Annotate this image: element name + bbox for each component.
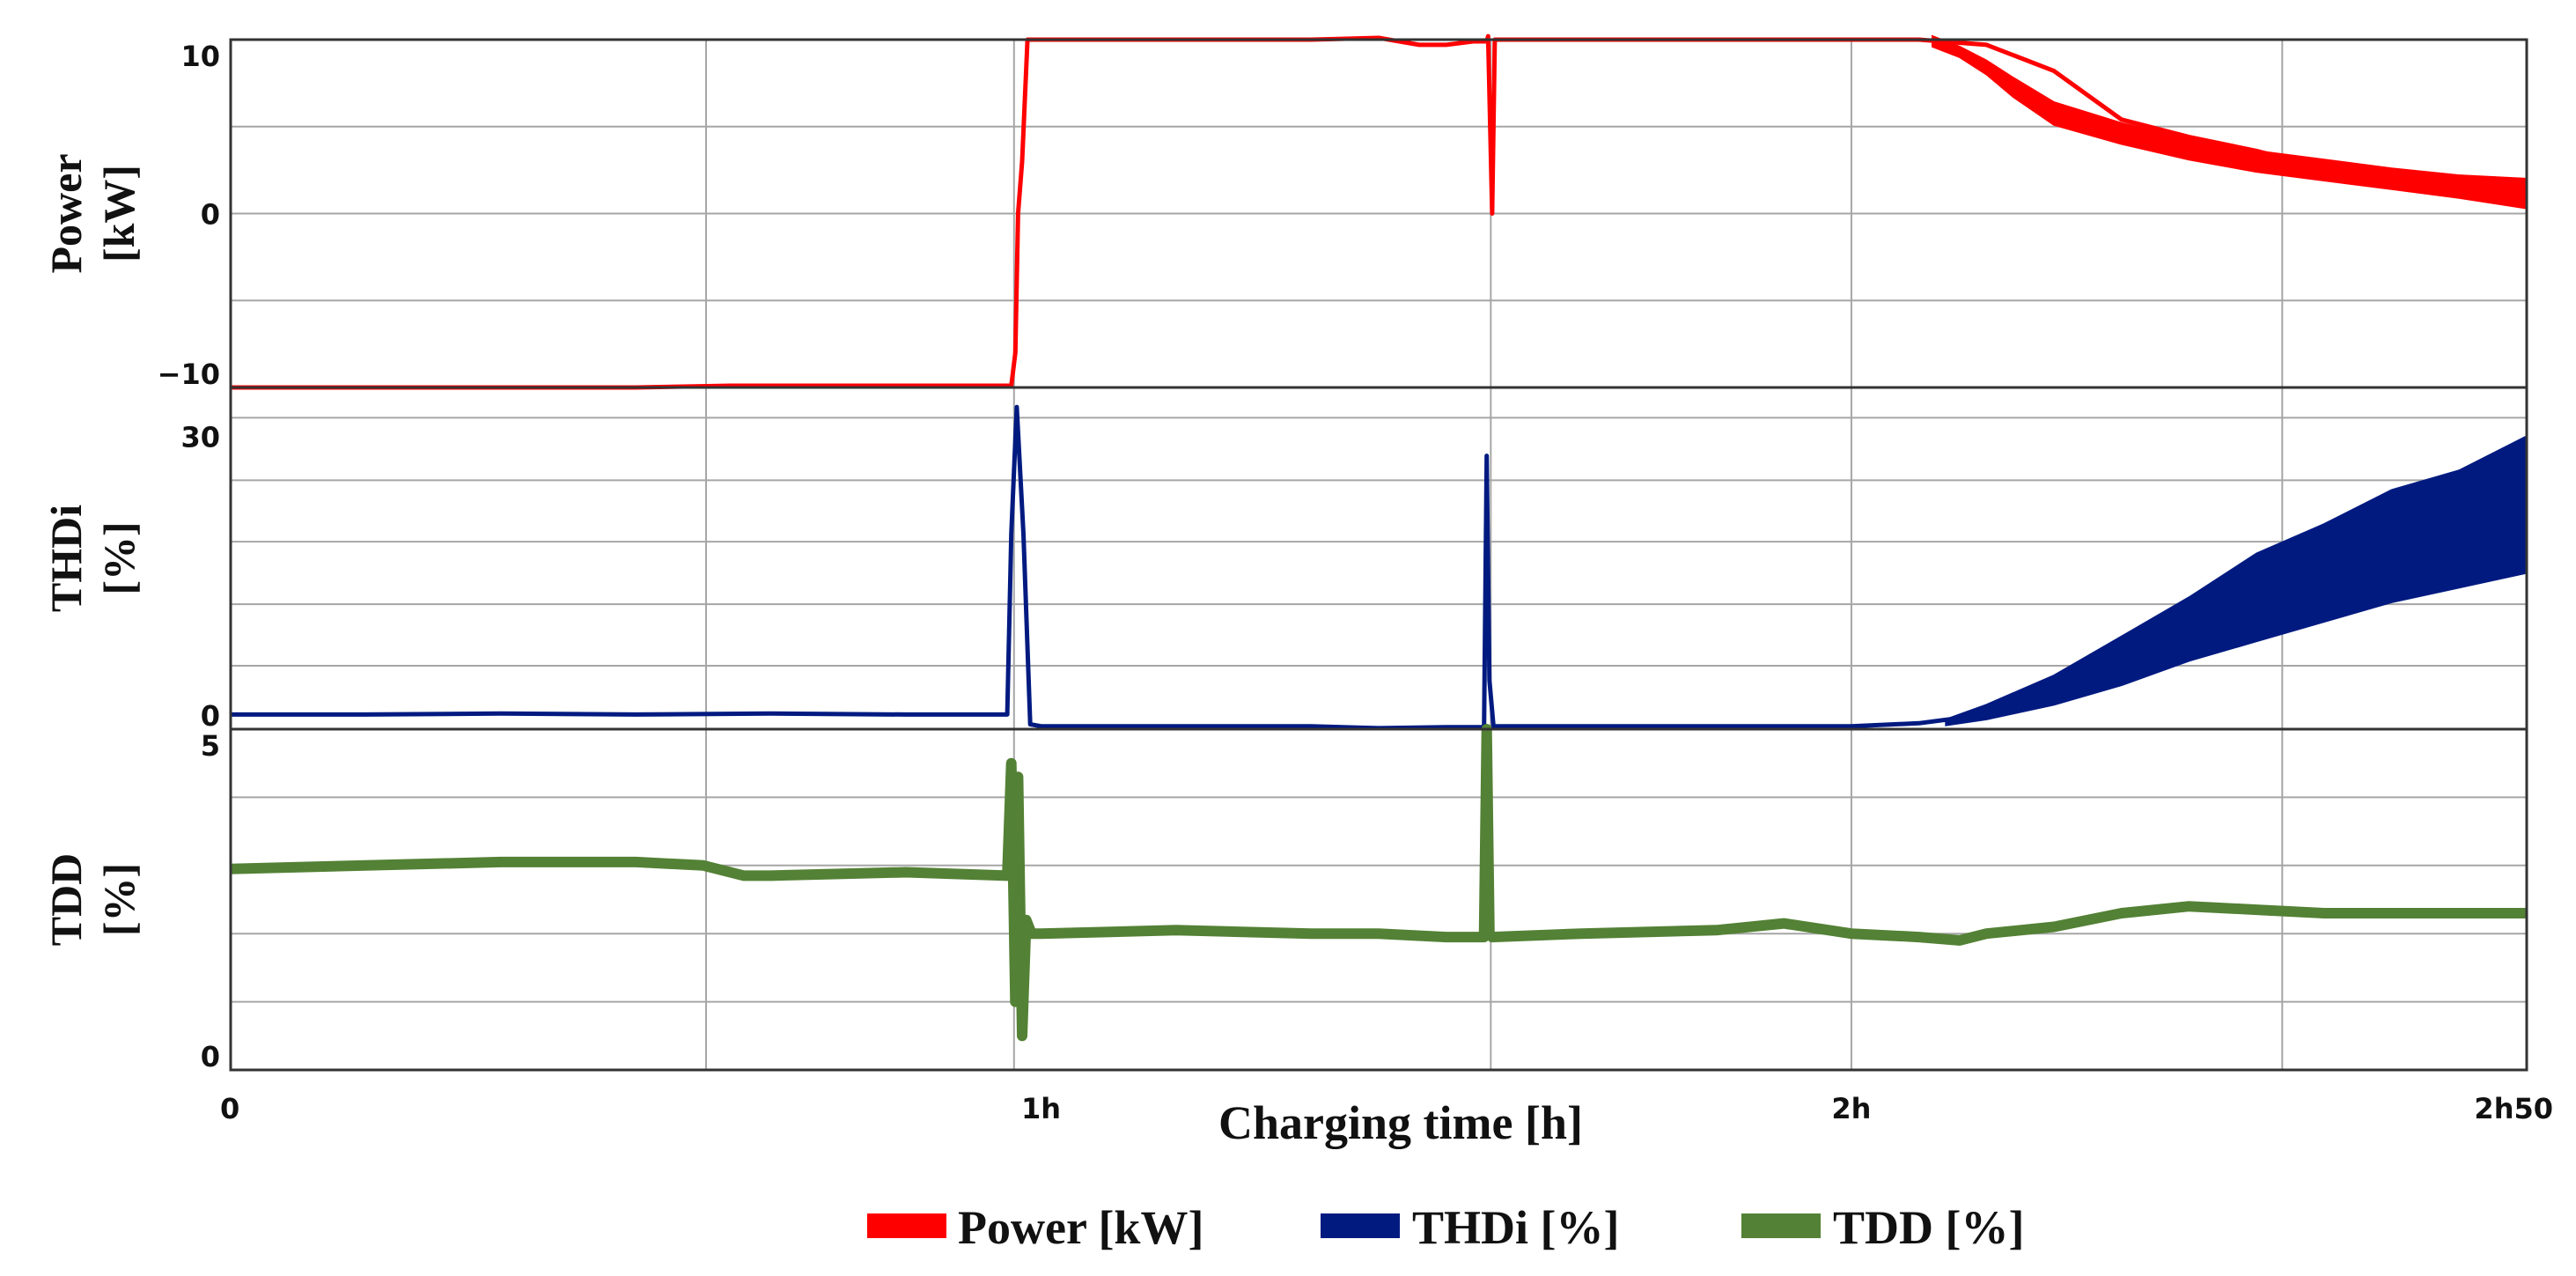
- legend-swatch-power: [867, 1213, 946, 1238]
- thdi-y-axis-label: THDi [%]: [41, 505, 144, 612]
- x-axis-label: Charging time [h]: [1218, 1096, 1583, 1149]
- tdd-y-tick-label-0: 5: [201, 729, 220, 763]
- power-series-line: [231, 33, 2528, 390]
- legend-label-thdi: THDi [%]: [1412, 1201, 1620, 1254]
- power-y-axis-label-line-1: [kW]: [94, 165, 144, 262]
- x-tick-label-1: 1h: [1021, 1092, 1061, 1125]
- power-y-axis-label-line-0: Power: [41, 153, 91, 273]
- power-y-tick-label-1: 0: [201, 198, 220, 232]
- tdd-series-line: [230, 724, 2527, 1042]
- x-tick-label-2: 2h: [1831, 1092, 1871, 1125]
- power-y-tick-label-2: −10: [158, 358, 220, 391]
- thdi-panel-frame: [229, 386, 2528, 731]
- power-y-tick-label-0: 10: [180, 40, 220, 73]
- thdi-y-tick-label-0: 30: [180, 420, 220, 454]
- legend-label-power: Power [kW]: [958, 1201, 1203, 1254]
- thdi-y-axis-label-line-1: [%]: [94, 521, 144, 594]
- thdi-y-axis-label-line-0: THDi: [41, 505, 91, 612]
- x-tick-label-3: 2h50: [2474, 1092, 2553, 1125]
- tdd-panel-frame: [229, 727, 2528, 1072]
- x-tick-label-0: 0: [220, 1092, 239, 1125]
- legend-swatch-thdi: [1321, 1213, 1400, 1238]
- tdd-y-axis-label: TDD [%]: [41, 853, 144, 947]
- plot-area: [230, 33, 2528, 1042]
- power-y-axis-label: Power [kW]: [41, 153, 144, 273]
- panel-frames: [229, 38, 2528, 1072]
- tdd-y-axis-label-line-1: [%]: [94, 863, 144, 936]
- grid: [230, 39, 2528, 1071]
- thdi-series-line: [231, 404, 2528, 731]
- thdi-y-tick-label-1: 0: [201, 699, 220, 733]
- tdd-y-tick-label-1: 0: [201, 1040, 220, 1073]
- legend-label-tdd: TDD [%]: [1833, 1201, 2024, 1254]
- tdd-y-axis-label-line-0: TDD: [41, 853, 91, 947]
- legend-swatch-tdd: [1741, 1213, 1821, 1238]
- legend: Power [kW] THDi [%] TDD [%]: [867, 1201, 2024, 1254]
